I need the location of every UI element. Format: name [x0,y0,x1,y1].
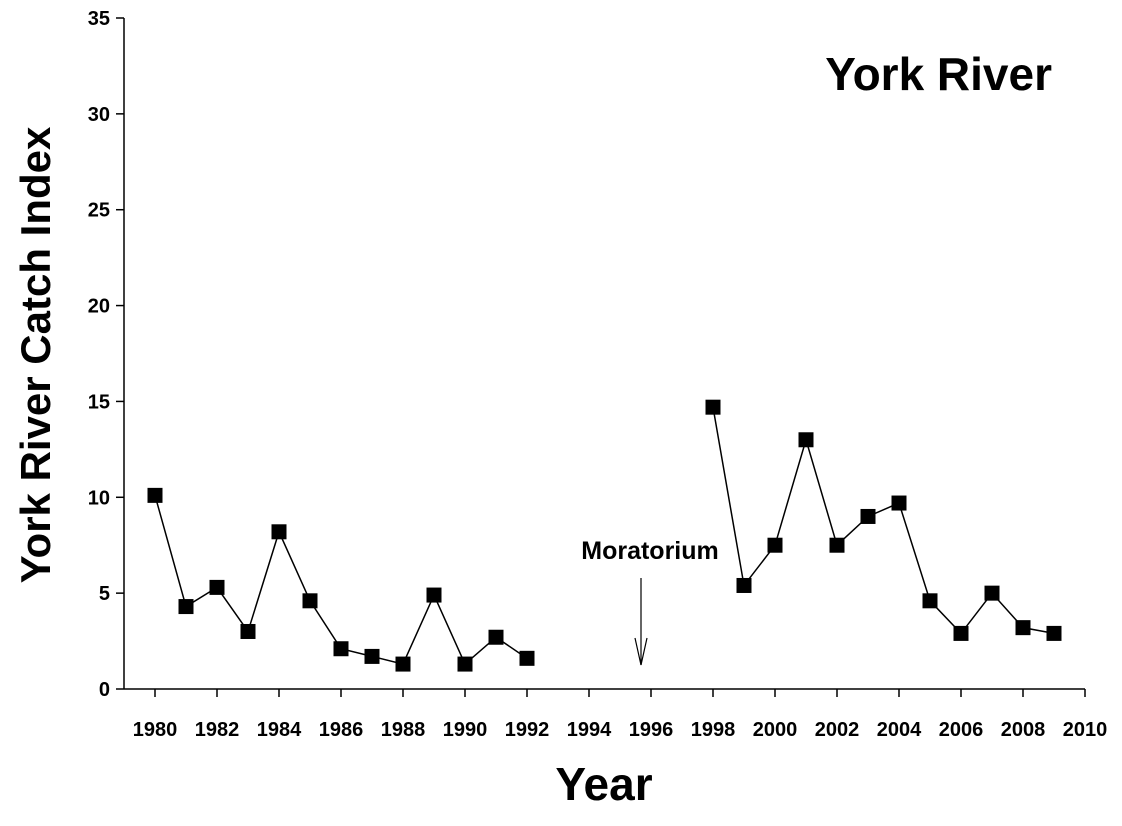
annotation: Moratorium [581,537,719,565]
data-point [333,641,349,657]
data-point [271,524,287,540]
data-point [426,587,442,603]
data-point [736,577,752,593]
data-point [240,623,256,639]
data-point [457,656,473,672]
data-point [922,593,938,609]
data-point [953,625,969,641]
data-point [395,656,411,672]
x-tick-label: 2002 [815,719,860,741]
data-point [147,487,163,503]
y-axis-label: York River Catch Index [12,126,59,583]
x-tick-label: 1998 [691,719,736,741]
data-point [860,508,876,524]
data-point [1015,620,1031,636]
data-point [767,537,783,553]
chart-title: York River [825,48,1052,100]
y-tick-label: 35 [88,8,110,30]
y-tick-label: 0 [99,679,110,701]
y-tick-label: 15 [88,391,110,413]
y-tick-label: 20 [88,296,110,318]
data-point [488,629,504,645]
x-tick-label: 1992 [505,719,550,741]
annotation-arrowhead [634,637,648,666]
series-line [154,495,528,666]
x-tick-label: 1980 [133,719,178,741]
x-tick-label: 1990 [443,719,488,741]
data-point [364,648,380,664]
x-tick-label: 2008 [1001,719,1046,741]
data-point [984,585,1000,601]
data-point [829,537,845,553]
x-tick-label: 1986 [319,719,364,741]
data-point [1046,625,1062,641]
x-tick-label: 1988 [381,719,426,741]
data-point [209,579,225,595]
x-tick-label: 2010 [1063,719,1108,741]
x-axis-label: Year [555,758,652,810]
y-tick-label: 30 [88,104,110,126]
data-point [178,599,194,615]
y-tick-label: 25 [88,200,110,222]
data-point [891,495,907,511]
x-tick-label: 1996 [629,719,674,741]
series-line [712,407,1055,635]
x-tick-label: 2000 [753,719,798,741]
x-tick-label: 1982 [195,719,240,741]
y-tick-label: 5 [99,583,110,605]
y-tick-label: 10 [88,487,110,509]
x-tick-label: 2006 [939,719,984,741]
data-point [519,650,535,666]
x-tick-label: 1984 [257,719,302,741]
x-tick-label: 1994 [567,719,612,741]
x-tick-label: 2004 [877,719,922,741]
data-point [705,399,721,415]
data-point [302,593,318,609]
data-point [798,432,814,448]
